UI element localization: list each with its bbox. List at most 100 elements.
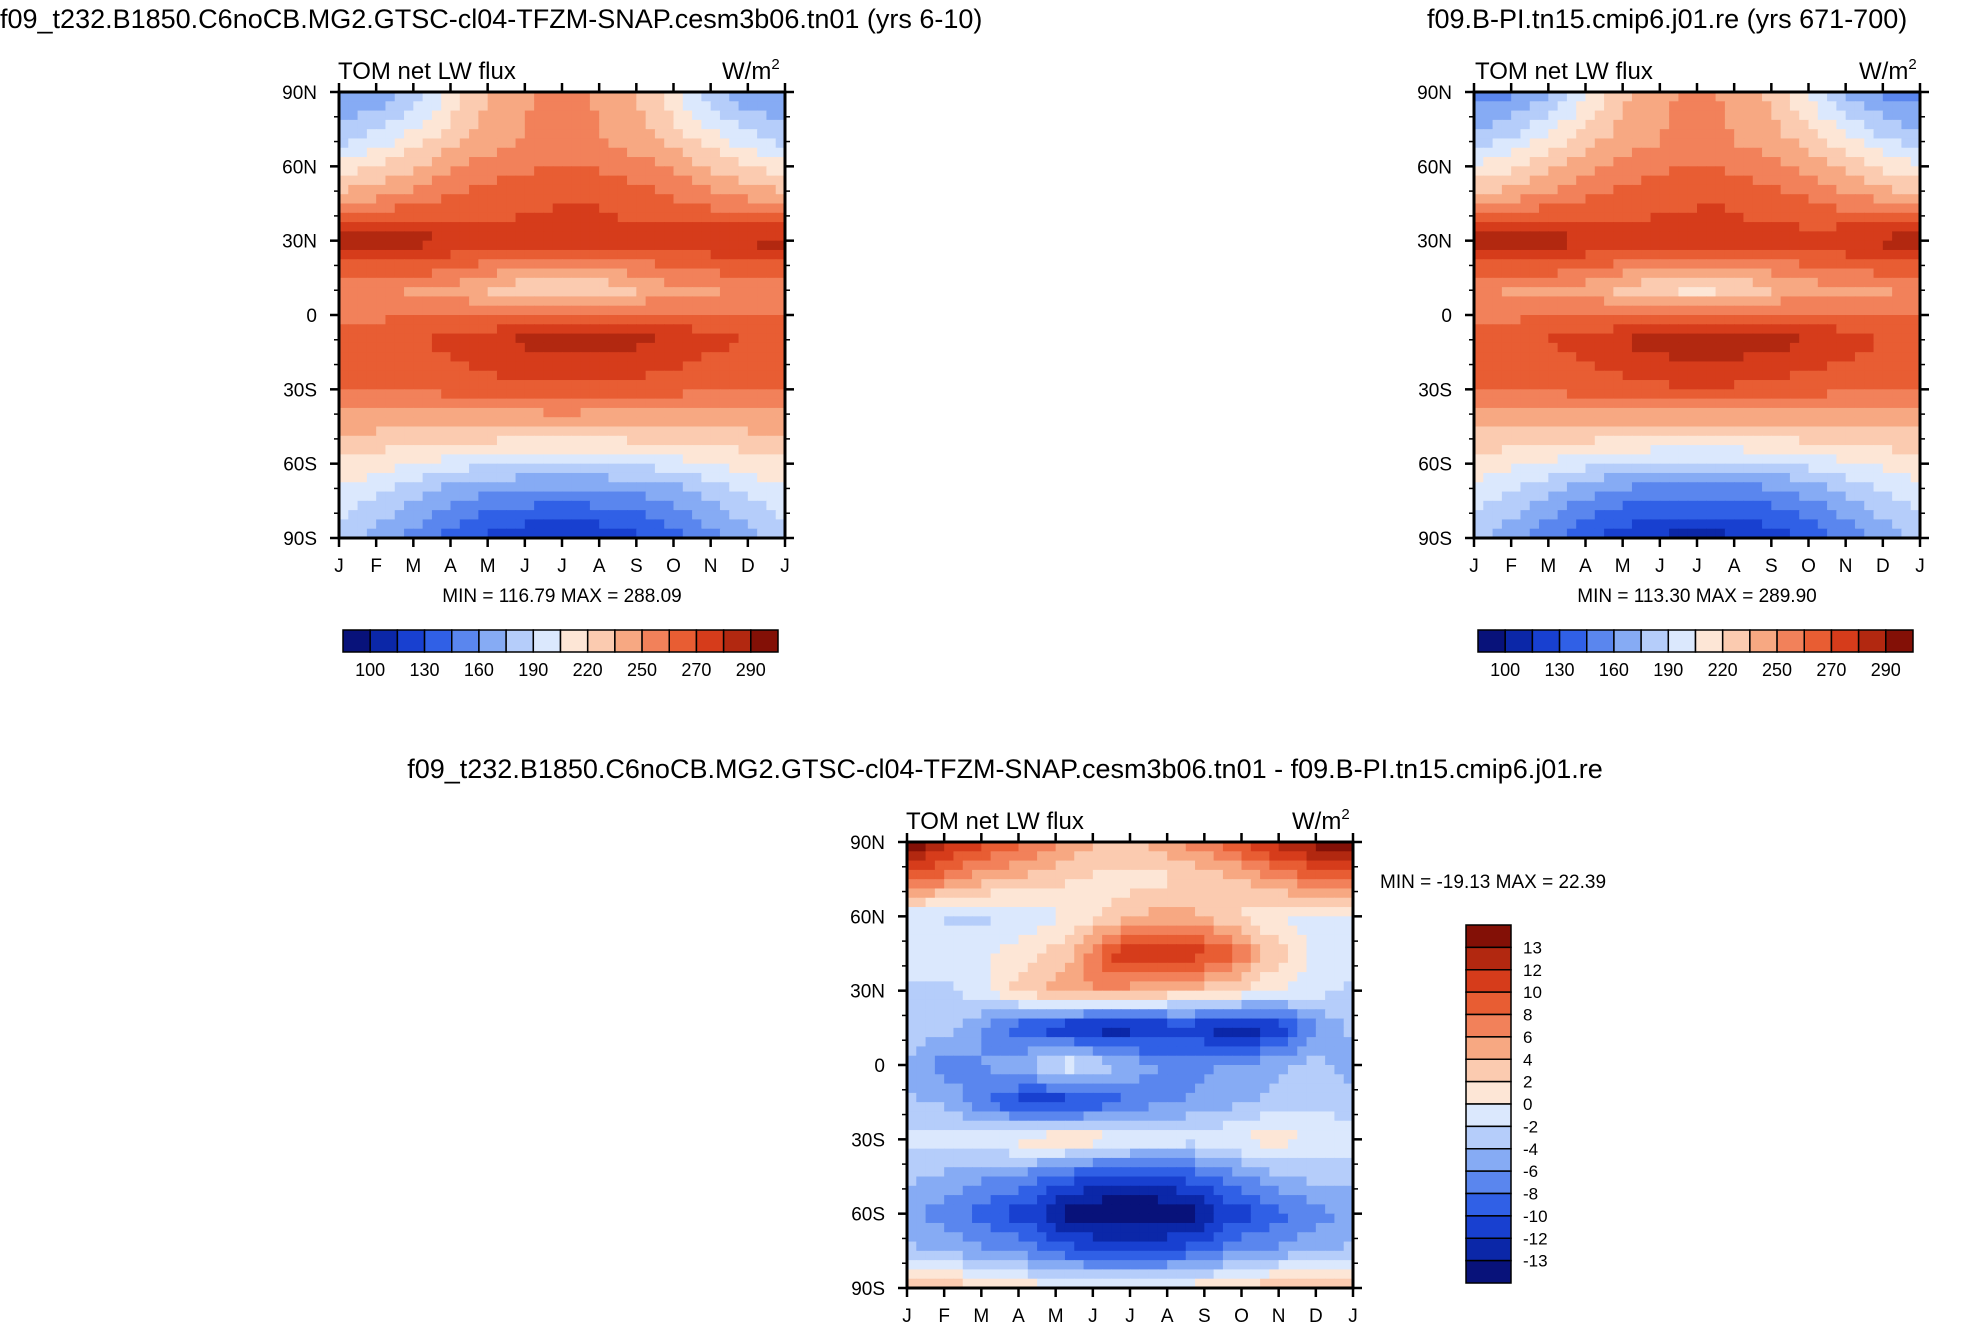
heatmap-cell xyxy=(358,148,368,158)
heatmap-cell xyxy=(1846,213,1856,223)
heatmap-cell xyxy=(1809,120,1819,130)
heatmap-cell xyxy=(1874,148,1884,158)
heatmap-cell xyxy=(1734,120,1744,130)
heatmap-cell xyxy=(646,482,656,492)
heatmap-cell xyxy=(655,492,665,502)
heatmap-cell xyxy=(404,120,414,130)
heatmap-cell xyxy=(1864,166,1874,176)
heatmap-cell xyxy=(664,269,674,279)
heatmap-cell xyxy=(367,166,377,176)
heatmap-cell xyxy=(1697,334,1707,344)
heatmap-cell xyxy=(581,399,591,409)
heatmap-cell xyxy=(748,278,758,288)
heatmap-cell xyxy=(1678,324,1688,334)
heatmap-cell xyxy=(1809,241,1819,251)
heatmap-cell xyxy=(1706,361,1716,371)
heatmap-cell xyxy=(497,101,507,111)
heatmap-cell xyxy=(1734,148,1744,158)
heatmap-cell xyxy=(451,408,461,418)
heatmap-cell xyxy=(1586,259,1596,269)
heatmap-cell xyxy=(1771,427,1781,437)
heatmap-cell xyxy=(348,231,358,241)
heatmap-cell xyxy=(608,213,618,223)
heatmap-cell xyxy=(1641,454,1651,464)
heatmap-cell xyxy=(460,399,470,409)
heatmap-cell xyxy=(1799,306,1809,316)
heatmap-cell xyxy=(1539,259,1549,269)
heatmap-cell xyxy=(1493,176,1503,186)
heatmap-cell xyxy=(395,371,405,381)
heatmap-cell xyxy=(701,176,711,186)
heatmap-cell xyxy=(1520,519,1530,529)
heatmap-cell xyxy=(590,176,600,186)
heatmap-cell xyxy=(534,436,544,446)
heatmap-cell xyxy=(1790,473,1800,483)
heatmap-cell xyxy=(1706,269,1716,279)
heatmap-cell xyxy=(451,101,461,111)
heatmap-cell xyxy=(1558,352,1568,362)
heatmap-cell xyxy=(432,194,442,204)
heatmap-cell xyxy=(1632,250,1642,260)
heatmap-cell xyxy=(571,464,581,474)
heatmap-cell xyxy=(1827,352,1837,362)
heatmap-cell xyxy=(1697,361,1707,371)
heatmap-cell xyxy=(1613,213,1623,223)
heatmap-cell xyxy=(692,278,702,288)
heatmap-cell xyxy=(1558,334,1568,344)
heatmap-cell xyxy=(1604,176,1614,186)
heatmap-cell xyxy=(1632,361,1642,371)
heatmap-cell xyxy=(1520,427,1530,437)
heatmap-cell xyxy=(441,259,451,269)
heatmap-cell xyxy=(1483,352,1493,362)
heatmap-cell xyxy=(1613,482,1623,492)
heatmap-cell xyxy=(1576,278,1586,288)
heatmap-cell xyxy=(404,204,414,214)
heatmap-cell xyxy=(395,492,405,502)
heatmap-cell xyxy=(1613,445,1623,455)
heatmap-cell xyxy=(720,157,730,167)
heatmap-cell xyxy=(1595,176,1605,186)
heatmap-cell xyxy=(1669,185,1679,195)
heatmap-cell xyxy=(506,445,516,455)
heatmap-cell xyxy=(1548,445,1558,455)
heatmap-cell xyxy=(506,148,516,158)
heatmap-cell xyxy=(720,380,730,390)
heatmap-cell xyxy=(1678,157,1688,167)
heatmap-cell xyxy=(1567,287,1577,297)
heatmap-cell xyxy=(1725,399,1735,409)
heatmap-cell xyxy=(701,185,711,195)
heatmap-cell xyxy=(1734,427,1744,437)
heatmap-cell xyxy=(1697,464,1707,474)
heatmap-cell xyxy=(376,120,386,130)
heatmap-cell xyxy=(525,166,535,176)
heatmap-cell xyxy=(1874,166,1884,176)
heatmap-cell xyxy=(469,250,479,260)
heatmap-cell xyxy=(1576,380,1586,390)
heatmap-cell xyxy=(1669,389,1679,399)
heatmap-cell xyxy=(1892,315,1902,325)
heatmap-cell xyxy=(720,176,730,186)
heatmap-cell xyxy=(1576,408,1586,418)
heatmap-cell xyxy=(404,101,414,111)
heatmap-cell xyxy=(1669,231,1679,241)
heatmap-cell xyxy=(506,194,516,204)
heatmap-cell xyxy=(460,185,470,195)
heatmap-cell xyxy=(711,101,721,111)
heatmap-cell xyxy=(1595,389,1605,399)
heatmap-cell xyxy=(1678,399,1688,409)
heatmap-cell xyxy=(655,241,665,251)
heatmap-cell xyxy=(1827,324,1837,334)
heatmap-cell xyxy=(1827,231,1837,241)
heatmap-cell xyxy=(1846,473,1856,483)
heatmap-cell xyxy=(1660,445,1670,455)
heatmap-cell xyxy=(757,306,767,316)
heatmap-cell xyxy=(711,259,721,269)
heatmap-cell xyxy=(1613,427,1623,437)
heatmap-cell xyxy=(1242,851,1252,861)
heatmap-cell xyxy=(441,231,451,241)
heatmap-cell xyxy=(1864,241,1874,251)
heatmap-cell xyxy=(636,492,646,502)
heatmap-cell xyxy=(451,492,461,502)
heatmap-cell xyxy=(608,454,618,464)
heatmap-cell xyxy=(1725,138,1735,148)
